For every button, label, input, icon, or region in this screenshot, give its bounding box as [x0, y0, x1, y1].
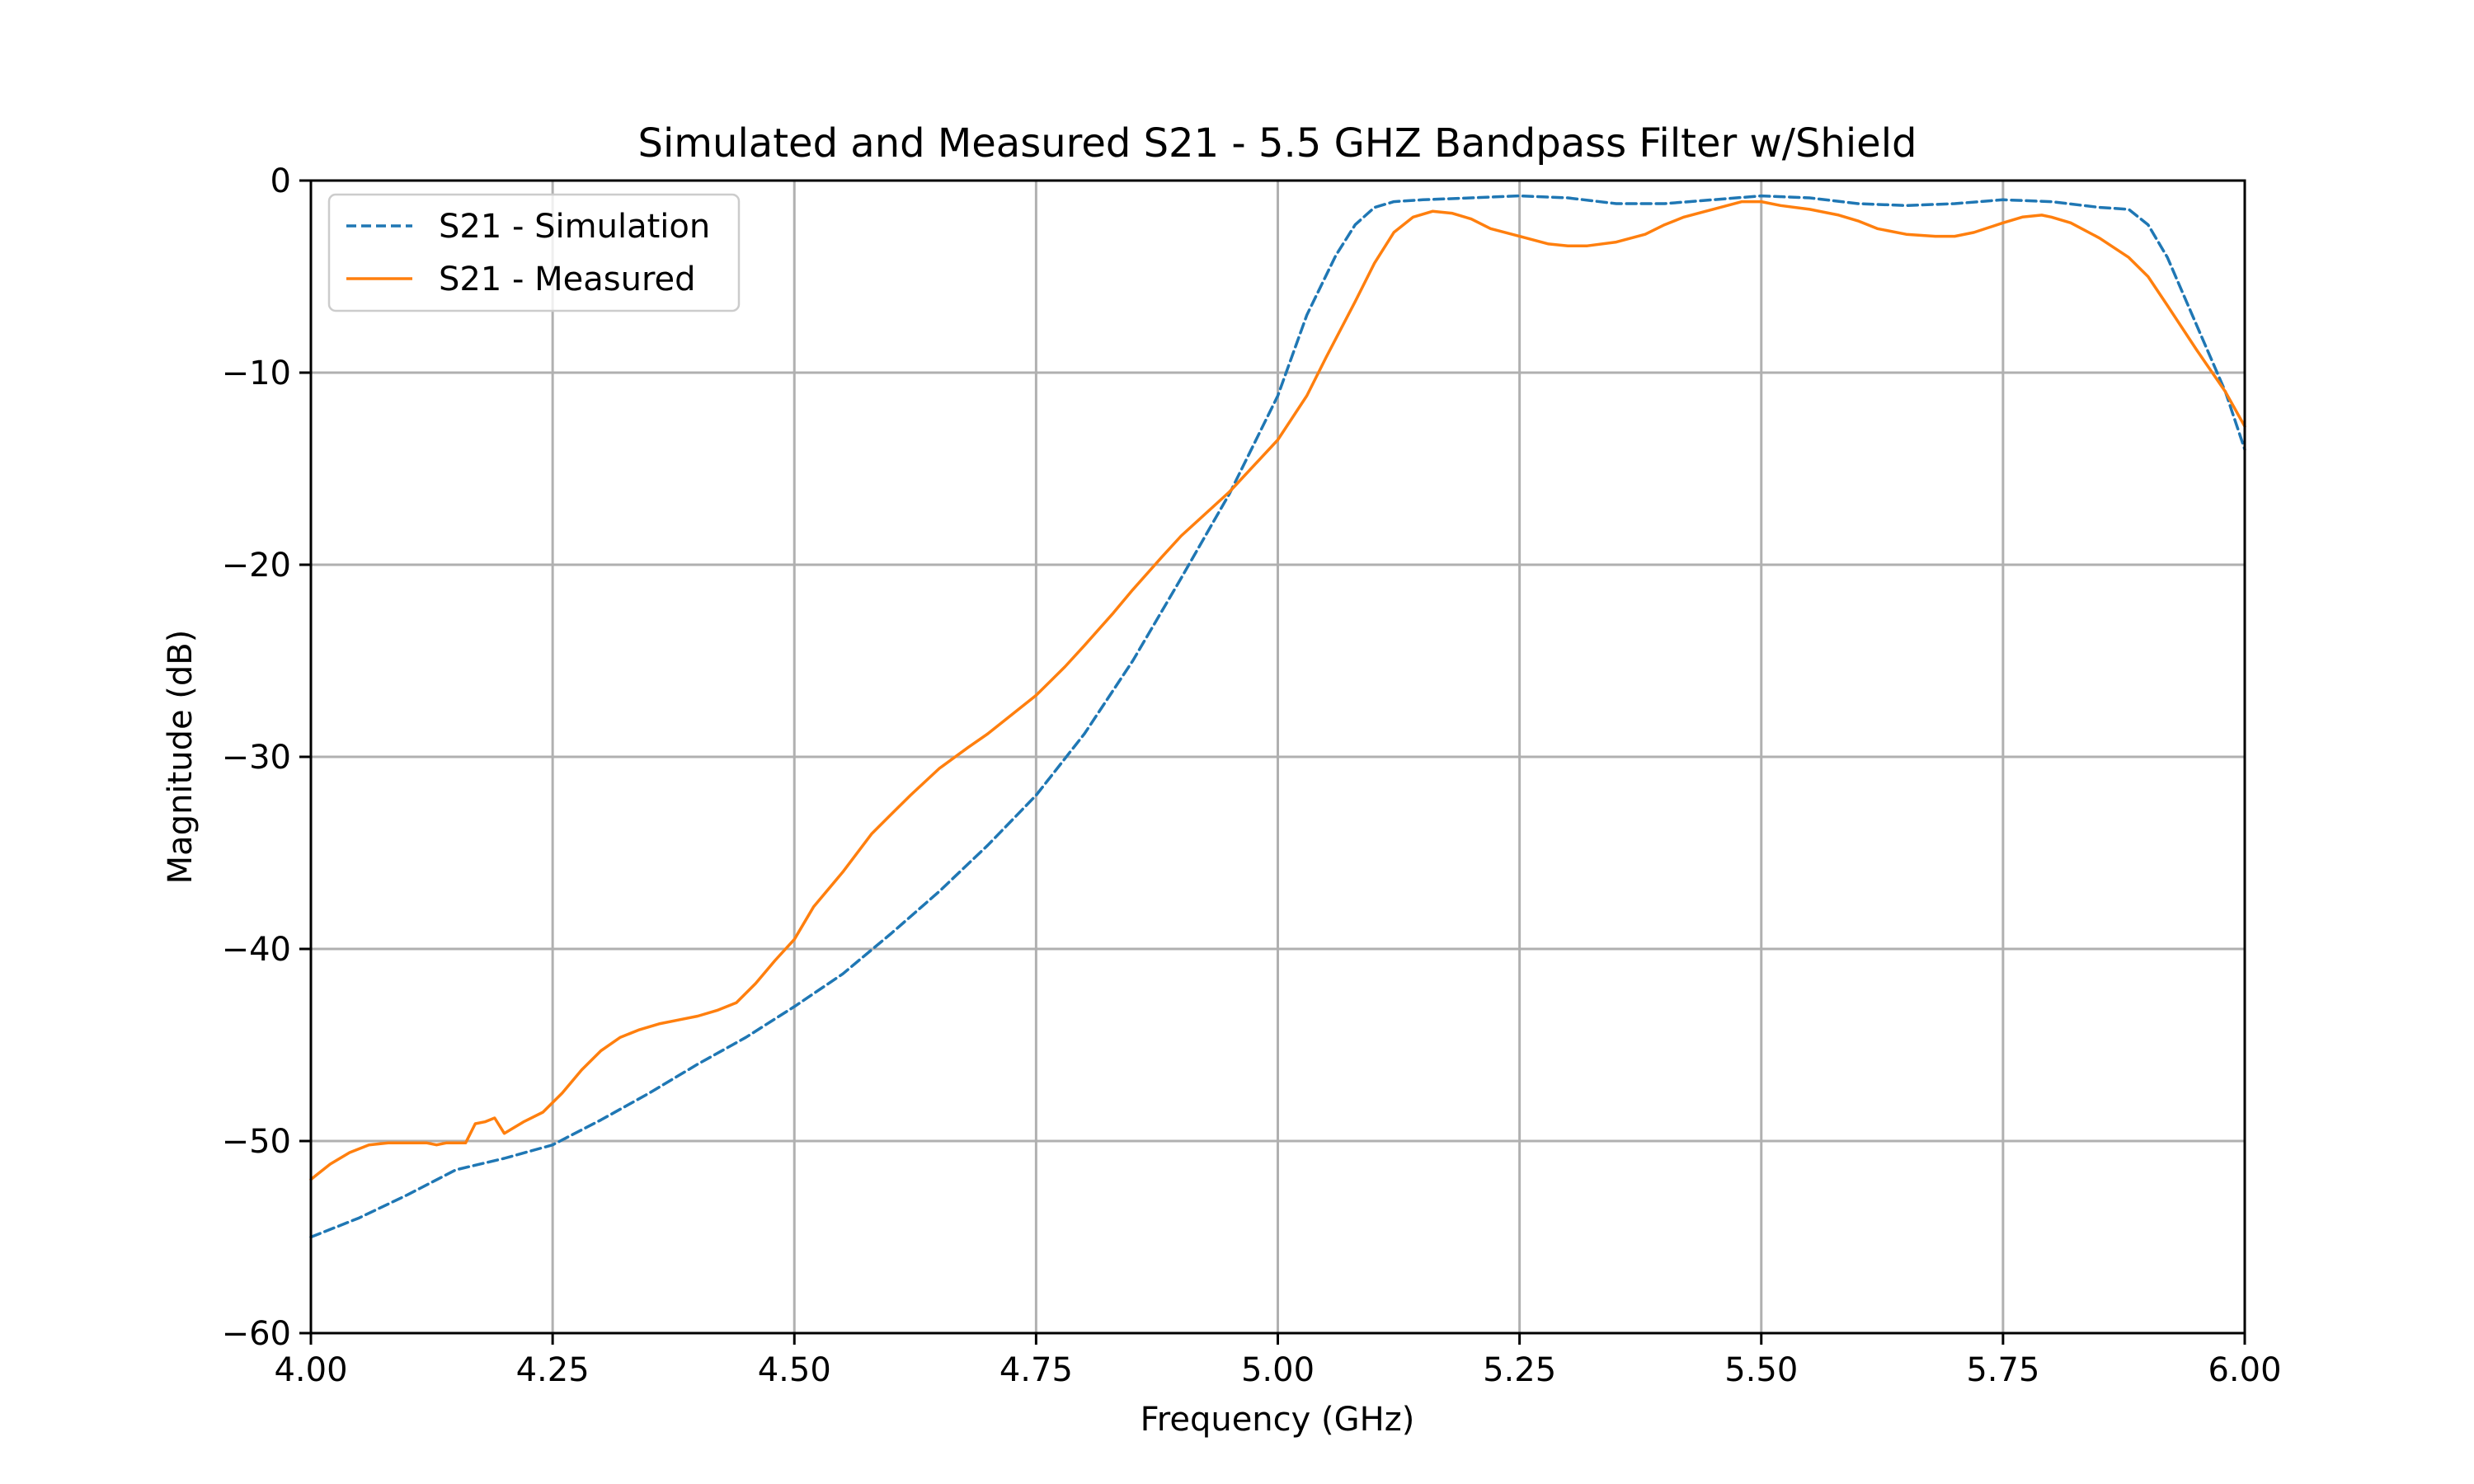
legend-label-measured: S21 - Measured	[439, 261, 696, 298]
x-tick-label: 4.00	[274, 1351, 347, 1389]
y-axis-ticks: 0 −10 −20 −30 −40 −50 −60	[222, 162, 311, 1353]
y-tick-label: −50	[222, 1123, 291, 1161]
legend-label-simulation: S21 - Simulation	[439, 208, 710, 246]
y-tick-label: 0	[270, 162, 291, 200]
x-axis-ticks: 4.00 4.25 4.50 4.75 5.00 5.25 5.50 5.75 6.00	[274, 1333, 2282, 1389]
x-tick-label: 5.25	[1483, 1351, 1556, 1389]
series-line-measured	[309, 200, 2246, 1181]
x-axis-label: Frequency (GHz)	[1141, 1401, 1415, 1439]
y-tick-label: −20	[222, 547, 291, 585]
y-tick-label: −10	[222, 355, 291, 392]
y-tick-label: −40	[222, 931, 291, 969]
x-tick-label: 4.50	[758, 1351, 831, 1389]
x-tick-label: 4.75	[999, 1351, 1073, 1389]
x-tick-label: 5.00	[1241, 1351, 1315, 1389]
legend-box	[327, 193, 741, 312]
x-tick-label: 6.00	[2208, 1351, 2281, 1389]
y-tick-label: −30	[222, 739, 291, 777]
series-line-simulation	[309, 194, 2246, 1239]
y-tick-label: −60	[222, 1315, 291, 1353]
x-tick-label: 5.75	[1966, 1351, 2039, 1389]
legend: S21 - Simulation S21 - Measured	[327, 193, 741, 312]
series-group	[309, 194, 2246, 1239]
x-tick-label: 5.50	[1724, 1351, 1798, 1389]
chart-title: Simulated and Measured S21 - 5.5 GHZ Ban…	[637, 120, 1917, 167]
x-tick-label: 4.25	[516, 1351, 590, 1389]
y-axis-label: Magnitude (dB)	[162, 630, 200, 885]
